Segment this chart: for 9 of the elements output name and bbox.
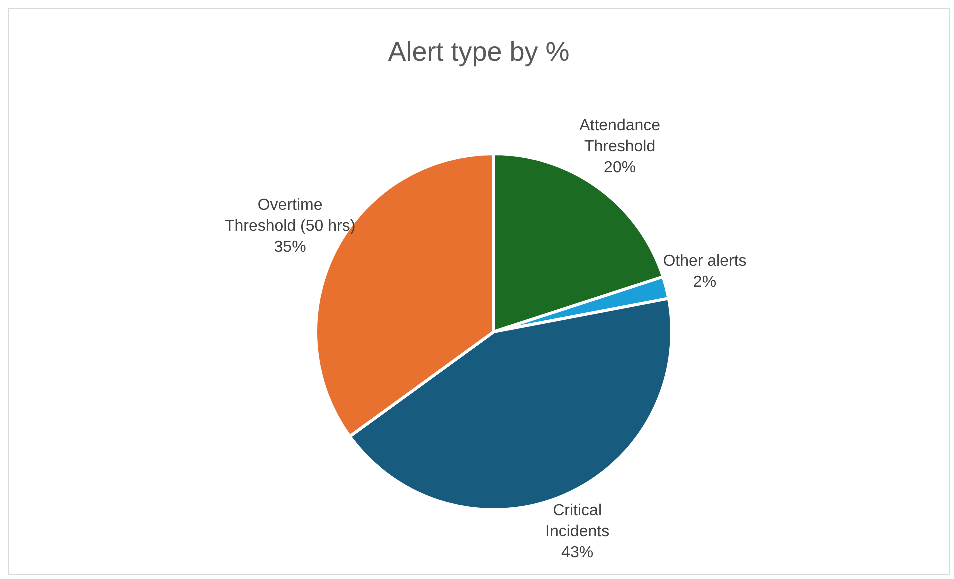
chart-title: Alert type by % <box>387 37 571 68</box>
slice-label: Critical Incidents <box>546 502 610 540</box>
slice-label: Other alerts <box>663 252 747 270</box>
data-label: 43% <box>562 544 594 562</box>
data-label: 2% <box>693 274 717 291</box>
slice-label: Attendance Threshold <box>580 117 661 156</box>
data-label: 20% <box>604 159 636 176</box>
data-label: 35% <box>274 238 306 256</box>
slice-label: Overtime Threshold (50 hrs) <box>224 196 356 234</box>
